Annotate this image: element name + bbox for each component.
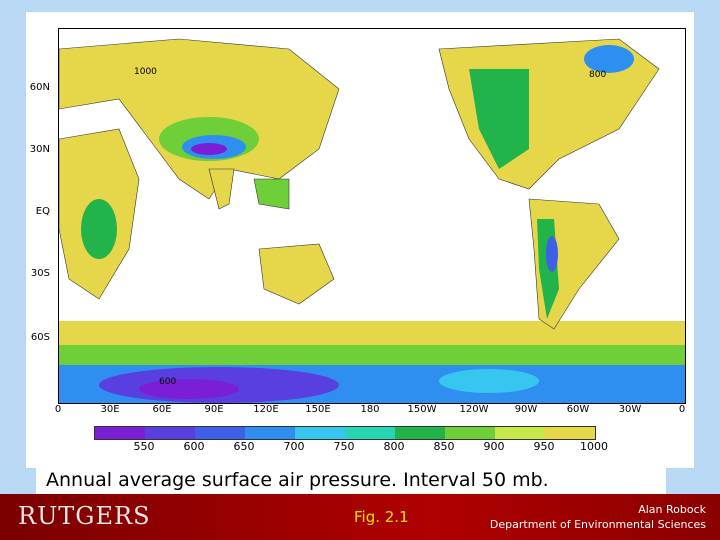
legend-swatch-7 — [445, 427, 495, 439]
legend-label-850: 850 — [433, 440, 455, 453]
lon-label-30e: 30E — [100, 404, 120, 415]
legend-label-650: 650 — [233, 440, 255, 453]
pressure-map-svg: 1000 800 600 — [59, 38, 685, 403]
contour-label-1000: 1000 — [134, 67, 157, 77]
legend-swatch-3 — [245, 427, 295, 439]
lon-label-60w: 60W — [566, 404, 590, 415]
legend-label-800: 800 — [383, 440, 405, 453]
lon-label-0-end: 0 — [678, 404, 686, 415]
legend-label-550: 550 — [133, 440, 155, 453]
figure-number: Fig. 2.1 — [354, 508, 409, 526]
legend-label-950: 950 — [533, 440, 555, 453]
lon-label-150e: 150E — [305, 404, 331, 415]
pressure-map: 1000 800 600 — [58, 28, 686, 404]
lat-label-60s: 60S — [30, 332, 50, 343]
legend-label-750: 750 — [333, 440, 355, 453]
andes-altiplano — [546, 236, 558, 272]
lon-label-180: 180 — [360, 404, 380, 415]
lat-label-30s: 30S — [30, 268, 50, 279]
lon-label-150w: 150W — [407, 404, 437, 415]
lat-label-30n: 30N — [29, 144, 50, 155]
rocky-mountains — [469, 69, 529, 169]
lon-label-60e: 60E — [152, 404, 172, 415]
legend-label-600: 600 — [183, 440, 205, 453]
west-antarctica — [439, 369, 539, 393]
legend-swatch-6 — [395, 427, 445, 439]
lon-label-90e: 90E — [204, 404, 224, 415]
legend-swatch-1 — [145, 427, 195, 439]
lon-label-0: 0 — [54, 404, 62, 415]
legend-label-700: 700 — [283, 440, 305, 453]
author-department: Department of Environmental Sciences — [489, 518, 706, 531]
legend-label-900: 900 — [483, 440, 505, 453]
legend-label-1000: 1000 — [580, 440, 608, 453]
legend-swatch-2 — [195, 427, 245, 439]
lon-label-30w: 30W — [618, 404, 642, 415]
lat-label-60n: 60N — [29, 82, 50, 93]
footer-bar: RUTGERS Fig. 2.1 Alan Robock Department … — [0, 494, 720, 540]
india — [208, 168, 235, 210]
legend-swatch-8 — [495, 427, 545, 439]
contour-label-600: 600 — [159, 377, 176, 387]
lat-label-eq: EQ — [35, 206, 50, 217]
legend-swatch-5 — [345, 427, 395, 439]
author-name: Alan Robock — [638, 503, 706, 516]
lon-label-90w: 90W — [514, 404, 538, 415]
antarctic-peak-plateau — [139, 379, 239, 399]
author-block: Alan Robock Department of Environmental … — [490, 502, 706, 532]
legend-swatch-0 — [95, 427, 145, 439]
color-legend — [94, 426, 596, 440]
figure-caption: Annual average surface air pressure. Int… — [36, 466, 666, 494]
australia — [258, 243, 335, 305]
east-africa-highlands — [81, 199, 117, 259]
antarctic-coast-band — [59, 321, 685, 345]
contour-label-800: 800 — [589, 70, 606, 80]
greenland-plateau — [584, 45, 634, 73]
southeast-asia — [253, 178, 290, 210]
lon-label-120e: 120E — [253, 404, 279, 415]
rutgers-logo: RUTGERS — [18, 502, 151, 530]
lon-label-120w: 120W — [459, 404, 489, 415]
legend-swatch-4 — [295, 427, 345, 439]
antarctic-slope-band — [59, 345, 685, 365]
legend-swatch-9 — [545, 427, 595, 439]
tibet-high-core — [191, 143, 227, 155]
